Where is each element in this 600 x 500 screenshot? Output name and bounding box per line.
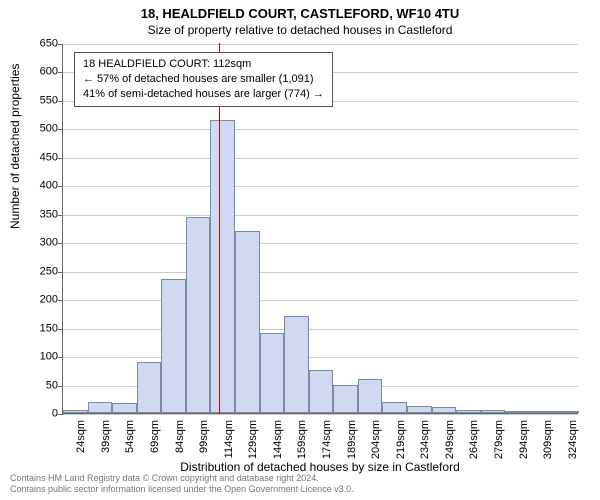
x-tick-label: 234sqm xyxy=(419,420,431,459)
y-tick-label: 50 xyxy=(18,380,58,391)
x-tick-label: 84sqm xyxy=(174,420,186,453)
histogram-bar xyxy=(210,120,235,413)
y-tick-label: 100 xyxy=(18,352,58,363)
info-box-line3: 41% of semi-detached houses are larger (… xyxy=(83,87,324,102)
x-tick-label: 24sqm xyxy=(75,420,87,453)
info-box-line2: ← 57% of detached houses are smaller (1,… xyxy=(83,72,324,87)
grid-line xyxy=(63,300,578,301)
y-tick-label: 550 xyxy=(18,95,58,106)
x-tick-label: 294sqm xyxy=(518,420,530,459)
chart-title-sub: Size of property relative to detached ho… xyxy=(0,23,600,37)
histogram-bar xyxy=(260,333,285,413)
y-tick-mark xyxy=(58,215,63,216)
y-tick-label: 250 xyxy=(18,266,58,277)
x-tick-label: 249sqm xyxy=(444,420,456,459)
x-tick-label: 264sqm xyxy=(468,420,480,459)
grid-line xyxy=(63,44,578,45)
y-tick-mark xyxy=(58,158,63,159)
histogram-bar xyxy=(358,379,383,413)
y-tick-mark xyxy=(58,357,63,358)
y-tick-label: 0 xyxy=(18,409,58,420)
x-tick-label: 54sqm xyxy=(124,420,136,453)
x-tick-label: 309sqm xyxy=(542,420,554,459)
grid-line xyxy=(63,414,578,415)
grid-line xyxy=(63,129,578,130)
histogram-bar xyxy=(456,410,481,413)
x-tick-label: 144sqm xyxy=(272,420,284,459)
y-tick-mark xyxy=(58,414,63,415)
histogram-bar xyxy=(161,279,186,413)
y-axis-label: Number of detached properties xyxy=(8,64,22,229)
histogram-bar xyxy=(88,402,113,413)
histogram-bar xyxy=(530,411,555,413)
y-tick-mark xyxy=(58,272,63,273)
histogram-bar xyxy=(284,316,309,413)
attribution-line1: Contains HM Land Registry data © Crown c… xyxy=(10,473,354,485)
histogram-bar xyxy=(235,231,260,413)
grid-line xyxy=(63,186,578,187)
x-tick-label: 279sqm xyxy=(493,420,505,459)
y-tick-mark xyxy=(58,300,63,301)
histogram-bar xyxy=(309,370,334,413)
histogram-bar xyxy=(112,403,137,413)
y-tick-mark xyxy=(58,44,63,45)
grid-line xyxy=(63,272,578,273)
y-tick-mark xyxy=(58,101,63,102)
y-tick-mark xyxy=(58,72,63,73)
y-tick-mark xyxy=(58,129,63,130)
histogram-bar xyxy=(186,217,211,413)
histogram-bar xyxy=(333,385,358,413)
grid-line xyxy=(63,329,578,330)
x-tick-label: 219sqm xyxy=(395,420,407,459)
histogram-bar xyxy=(407,406,432,413)
y-tick-label: 650 xyxy=(18,39,58,50)
grid-line xyxy=(63,158,578,159)
histogram-bar xyxy=(505,411,530,413)
y-tick-mark xyxy=(58,329,63,330)
attribution-line2: Contains public sector information licen… xyxy=(10,484,354,496)
histogram-bar xyxy=(554,411,579,413)
x-tick-label: 114sqm xyxy=(223,420,235,458)
histogram-bar xyxy=(481,410,506,413)
grid-line xyxy=(63,243,578,244)
y-tick-label: 200 xyxy=(18,295,58,306)
y-tick-label: 300 xyxy=(18,238,58,249)
y-tick-label: 400 xyxy=(18,181,58,192)
x-tick-label: 39sqm xyxy=(100,420,112,453)
x-tick-label: 324sqm xyxy=(567,420,579,459)
info-box: 18 HEALDFIELD COURT: 112sqm ← 57% of det… xyxy=(74,52,333,107)
x-tick-label: 189sqm xyxy=(346,420,358,459)
histogram-bar xyxy=(137,362,162,413)
x-tick-label: 99sqm xyxy=(198,420,210,453)
histogram-bar xyxy=(432,407,457,413)
y-tick-label: 450 xyxy=(18,152,58,163)
chart-title-main: 18, HEALDFIELD COURT, CASTLEFORD, WF10 4… xyxy=(0,6,600,21)
chart-container: 18, HEALDFIELD COURT, CASTLEFORD, WF10 4… xyxy=(0,0,600,500)
x-tick-label: 129sqm xyxy=(247,420,259,459)
y-tick-label: 350 xyxy=(18,209,58,220)
y-tick-mark xyxy=(58,186,63,187)
y-tick-label: 500 xyxy=(18,124,58,135)
grid-line xyxy=(63,215,578,216)
info-box-line1: 18 HEALDFIELD COURT: 112sqm xyxy=(83,57,324,72)
histogram-bar xyxy=(382,402,407,413)
y-tick-label: 150 xyxy=(18,323,58,334)
x-tick-label: 204sqm xyxy=(370,420,382,459)
histogram-bar xyxy=(63,410,88,413)
grid-line xyxy=(63,357,578,358)
x-tick-label: 69sqm xyxy=(149,420,161,453)
x-tick-label: 159sqm xyxy=(296,420,308,459)
y-tick-mark xyxy=(58,386,63,387)
attribution: Contains HM Land Registry data © Crown c… xyxy=(10,473,354,496)
y-tick-label: 600 xyxy=(18,67,58,78)
y-tick-mark xyxy=(58,243,63,244)
x-tick-label: 174sqm xyxy=(321,420,333,459)
